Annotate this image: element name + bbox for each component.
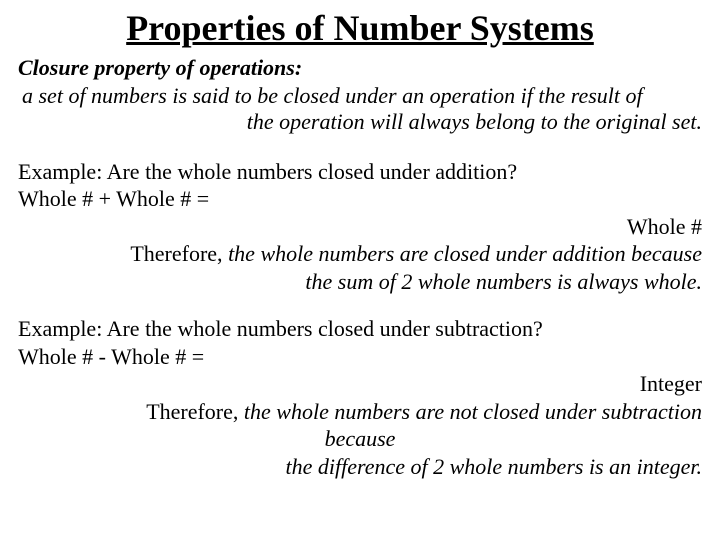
example2-result: Integer xyxy=(18,370,702,398)
example2-expression: Whole # - Whole # = xyxy=(18,343,702,371)
example1-result: Whole # xyxy=(18,213,702,241)
example2-conclusion-line3: the difference of 2 whole numbers is an … xyxy=(18,453,702,481)
example1-question: Example: Are the whole numbers closed un… xyxy=(18,158,702,186)
example2-conclusion-line1: Therefore, the whole numbers are not clo… xyxy=(18,398,702,426)
therefore-prefix: Therefore, xyxy=(130,241,228,266)
therefore-prefix: Therefore, xyxy=(146,399,244,424)
example2-question: Example: Are the whole numbers closed un… xyxy=(18,315,702,343)
example1-conclusion-italic1: the whole numbers are closed under addit… xyxy=(228,241,702,266)
definition-line1: a set of numbers is said to be closed un… xyxy=(18,82,702,110)
example1-conclusion-line1: Therefore, the whole numbers are closed … xyxy=(18,240,702,268)
definition-line2: the operation will always belong to the … xyxy=(18,109,702,135)
example1-conclusion-line2: the sum of 2 whole numbers is always who… xyxy=(18,268,702,296)
slide: Properties of Number Systems Closure pro… xyxy=(0,0,720,540)
example2-conclusion-line2: because xyxy=(18,425,702,453)
example-1: Example: Are the whole numbers closed un… xyxy=(18,158,702,296)
page-title: Properties of Number Systems xyxy=(18,8,702,49)
example1-expression: Whole # + Whole # = xyxy=(18,185,702,213)
definition-heading: Closure property of operations: xyxy=(18,55,702,81)
example-2: Example: Are the whole numbers closed un… xyxy=(18,315,702,480)
example2-conclusion-italic1: the whole numbers are not closed under s… xyxy=(244,399,702,424)
